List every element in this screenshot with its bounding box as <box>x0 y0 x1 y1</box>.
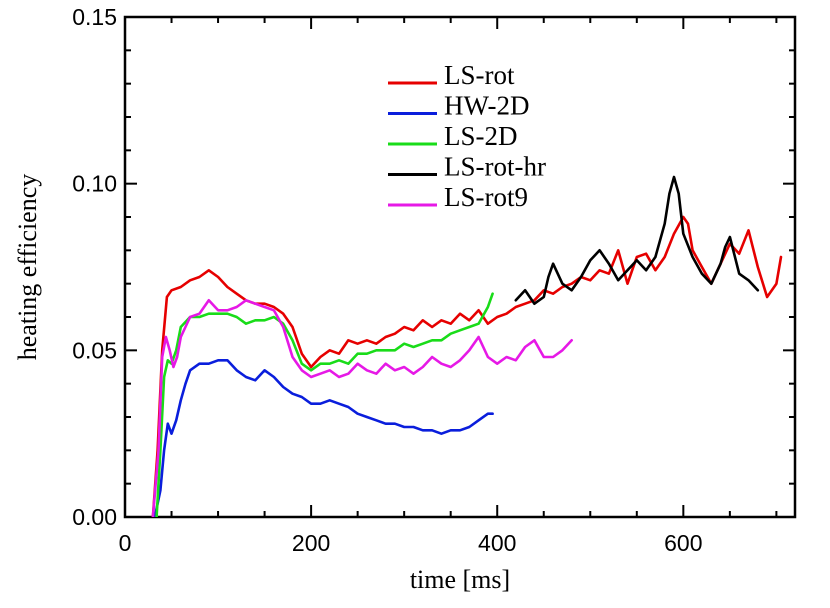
y-tick-labels: 0.00 0.05 0.10 0.15 <box>72 4 117 530</box>
x-axis-title: time [ms] <box>410 565 510 594</box>
legend-label-ls-2d: LS-2D <box>444 121 518 151</box>
series-line-hw-2d <box>155 360 493 517</box>
legend-label-ls-rot: LS-rot <box>444 60 515 90</box>
series-line-ls-rot9 <box>153 300 572 517</box>
legend-label-hw-2d: HW-2D <box>444 91 529 121</box>
x-tick-label: 0 <box>119 530 132 556</box>
series-group <box>153 177 781 517</box>
line-chart: 0 200 400 600 0.00 0.05 0.10 0.15 time [ms] he… <box>0 0 830 608</box>
x-tick-label: 200 <box>292 530 330 556</box>
y-tick-label: 0.05 <box>72 337 117 363</box>
legend-label-ls-rot-hr: LS-rot-hr <box>444 152 546 182</box>
x-tick-labels: 0 200 400 600 <box>119 530 703 556</box>
legend-label-ls-rot9: LS-rot9 <box>444 182 528 212</box>
series-line-ls-rot-hr <box>516 177 758 304</box>
y-tick-label: 0.00 <box>72 504 117 530</box>
series-line-ls-rot <box>153 217 781 517</box>
series-line-ls-2d <box>157 294 493 517</box>
x-tick-label: 600 <box>664 530 702 556</box>
x-tick-label: 400 <box>478 530 516 556</box>
y-axis-title: heating efficiency <box>13 174 42 360</box>
y-tick-label: 0.15 <box>72 4 117 30</box>
y-tick-label: 0.10 <box>72 171 117 197</box>
